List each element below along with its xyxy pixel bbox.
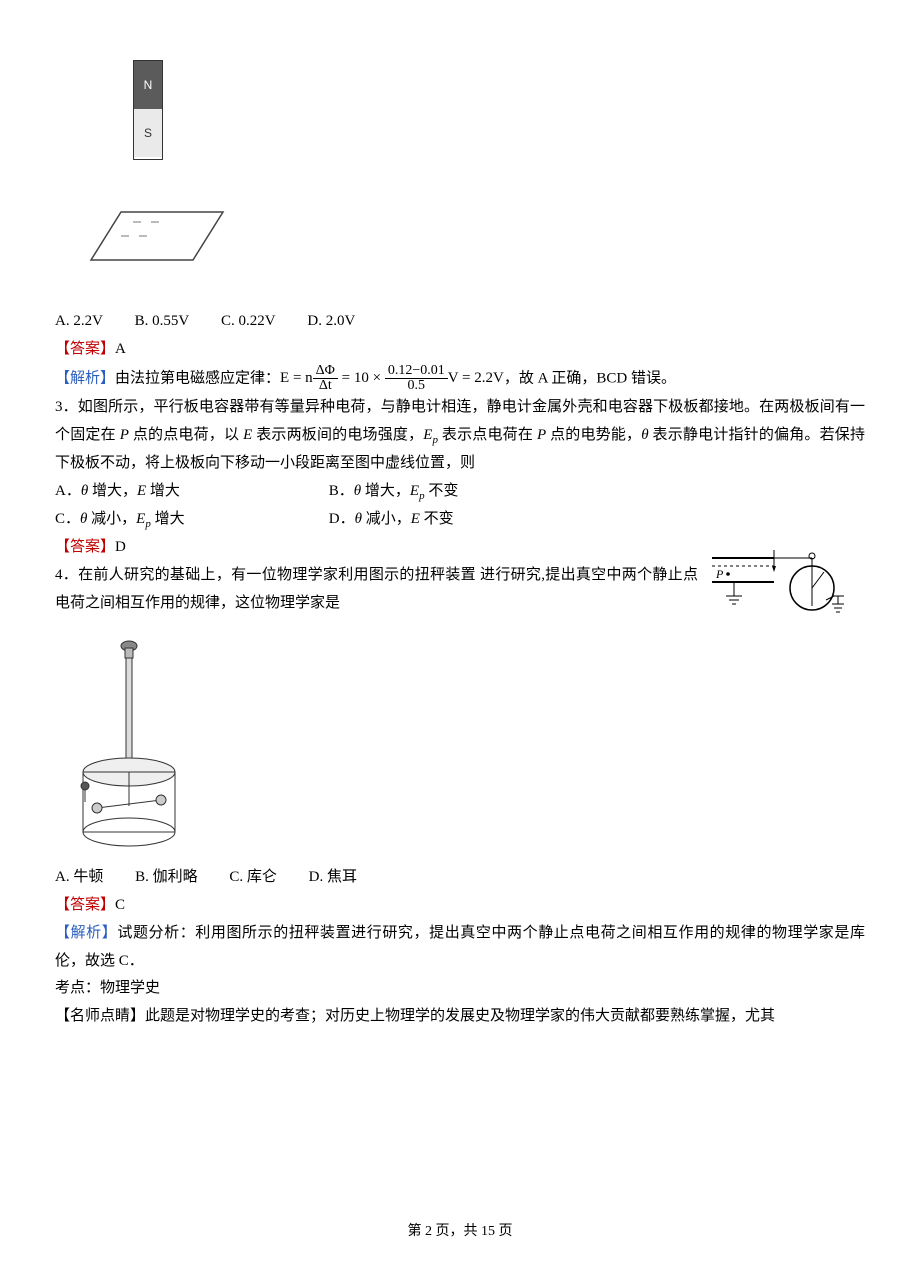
q2-option-a: A. 2.2V bbox=[55, 308, 103, 336]
var-e: E bbox=[243, 427, 252, 443]
var-ep: Ep bbox=[423, 427, 438, 443]
q2-answer-value: A bbox=[115, 341, 126, 357]
frac2-num: 0.12−0.01 bbox=[385, 364, 448, 380]
q4-options: A. 牛顿 B. 伽利略 C. 库仑 D. 焦耳 bbox=[55, 864, 865, 892]
q3-stem-text: 如图所示，平行板电容器带有等量异种电荷，与静电计相连，静电计金属外壳和电容器下极… bbox=[55, 399, 865, 471]
q4-number: 4． bbox=[55, 567, 78, 583]
explain-label: 【解析】 bbox=[55, 925, 117, 941]
q4-option-d: D. 焦耳 bbox=[309, 864, 357, 892]
bar-magnet-icon: N S bbox=[133, 60, 163, 160]
var-theta: θ bbox=[641, 427, 648, 443]
q2-option-b: B. 0.55V bbox=[135, 308, 190, 336]
capacitor-electrometer-icon: P bbox=[704, 538, 859, 628]
frac2-den: 0.5 bbox=[385, 379, 448, 394]
q4-figure-torsion-balance bbox=[67, 636, 197, 856]
q4-explain-prefix: 试题分析： bbox=[117, 925, 195, 941]
footer-mid: 页，共 bbox=[432, 1224, 481, 1239]
q4-option-c: C. 库仑 bbox=[229, 864, 277, 892]
magnet-north-label: N bbox=[134, 61, 162, 109]
kaodian-label: 考点： bbox=[55, 980, 100, 996]
q2-answer: 【答案】A bbox=[55, 336, 865, 364]
q3-option-a: A．θ 增大，E 增大 bbox=[55, 478, 325, 506]
magnet-south-label: S bbox=[134, 109, 162, 157]
footer-total: 15 bbox=[481, 1224, 495, 1239]
q2-formula: E = nΔΦΔt = 10 × 0.12−0.010.5V = 2.2V bbox=[280, 370, 504, 386]
answer-label: 【答案】 bbox=[55, 341, 115, 357]
q2-options: A. 2.2V B. 0.55V C. 0.22V D. 2.0V bbox=[55, 308, 865, 336]
q4-tip: 【名师点睛】此题是对物理学史的考查；对历史上物理学的发展史及物理学家的伟大贡献都… bbox=[55, 1003, 865, 1031]
q2-option-c: C. 0.22V bbox=[221, 308, 276, 336]
formula-tail: V = 2.2V bbox=[448, 370, 504, 386]
explain-label: 【解析】 bbox=[55, 370, 115, 386]
torsion-balance-icon bbox=[67, 636, 197, 856]
frac1-den: Δt bbox=[313, 379, 338, 394]
var-p: P bbox=[120, 427, 129, 443]
footer-suffix: 页 bbox=[495, 1224, 513, 1239]
q4-option-b: B. 伽利略 bbox=[135, 864, 198, 892]
q3-figure-capacitor-electrometer: P bbox=[704, 538, 859, 628]
footer-prefix: 第 bbox=[408, 1224, 426, 1239]
q3-number: 3． bbox=[55, 399, 78, 415]
tip-label: 【名师点睛】 bbox=[55, 1008, 145, 1024]
q2-explain-suffix: ，故 A 正确，BCD 错误。 bbox=[504, 370, 676, 386]
answer-label: 【答案】 bbox=[55, 897, 115, 913]
q3-options: A．θ 增大，E 增大 B．θ 增大，Ep 不变 C．θ 减小，Ep 增大 D．… bbox=[55, 478, 865, 535]
q2-explain-prefix: 由法拉第电磁感应定律： bbox=[115, 370, 280, 386]
q3-answer-value: D bbox=[115, 539, 126, 555]
frac1-num: ΔΦ bbox=[313, 364, 338, 380]
inclined-plane-icon bbox=[73, 200, 243, 290]
fraction-1: ΔΦΔt bbox=[313, 364, 338, 394]
page: N S A. 2.2V B. 0.55V C. 0.22V D. 2.0V 【答… bbox=[0, 0, 920, 1273]
q4-answer-value: C bbox=[115, 897, 125, 913]
page-footer: 第 2 页，共 15 页 bbox=[0, 1219, 920, 1245]
q4-kaodian: 考点：物理学史 bbox=[55, 975, 865, 1003]
figure-point-label: P bbox=[715, 567, 724, 581]
q4-explanation: 【解析】试题分析：利用图所示的扭秤装置进行研究，提出真空中两个静止点电荷之间相互… bbox=[55, 920, 865, 976]
q2-figure-magnet-over-loop: N S bbox=[73, 60, 223, 300]
q4-option-a: A. 牛顿 bbox=[55, 864, 103, 892]
q3-option-d: D．θ 减小，E 不变 bbox=[329, 506, 599, 534]
fraction-2: 0.12−0.010.5 bbox=[385, 364, 448, 394]
formula-mid: = 10 × bbox=[338, 370, 385, 386]
q3-option-c: C．θ 减小，Ep 增大 bbox=[55, 506, 325, 534]
footer-page: 2 bbox=[425, 1224, 432, 1239]
q3-stem: 3．如图所示，平行板电容器带有等量异种电荷，与静电计相连，静电计金属外壳和电容器… bbox=[55, 394, 865, 478]
tip-text: 此题是对物理学史的考查；对历史上物理学的发展史及物理学家的伟大贡献都要熟练掌握，… bbox=[145, 1008, 775, 1024]
var-ep-sub: p bbox=[432, 434, 438, 446]
formula-lhs: E = n bbox=[280, 370, 313, 386]
kaodian-text: 物理学史 bbox=[100, 980, 160, 996]
q3-option-b: B．θ 增大，Ep 不变 bbox=[329, 478, 599, 506]
q4-stem-part1: 在前人研究的基础上，有一位物理学家利用图示的扭秤装置 bbox=[78, 567, 476, 583]
var-p2: P bbox=[537, 427, 546, 443]
q3-answer-and-q4: P bbox=[55, 534, 865, 628]
q2-option-d: D. 2.0V bbox=[307, 308, 355, 336]
q2-explanation: 【解析】由法拉第电磁感应定律：E = nΔΦΔt = 10 × 0.12−0.0… bbox=[55, 364, 865, 394]
answer-label: 【答案】 bbox=[55, 539, 115, 555]
q4-answer: 【答案】C bbox=[55, 892, 865, 920]
